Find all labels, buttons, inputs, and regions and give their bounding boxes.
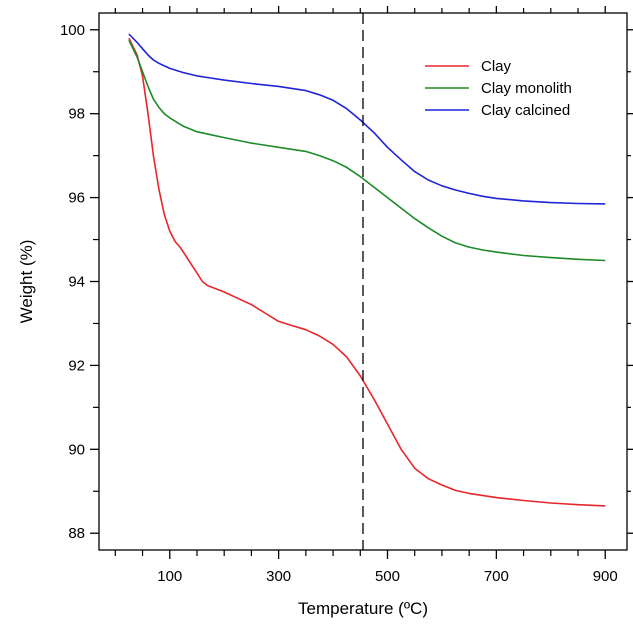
y-tick-label: 96	[68, 190, 85, 207]
series-line-1	[128, 37, 606, 507]
legend-label: Clay calcined	[481, 102, 570, 119]
x-axis-label: Temperature (ºC)	[298, 599, 428, 618]
y-axis-label: Weight (%)	[17, 240, 36, 324]
y-tick-label: 92	[68, 357, 85, 374]
y-tick-label: 98	[68, 106, 85, 123]
y-tick-label: 100	[60, 22, 85, 39]
y-tick-label: 88	[68, 525, 85, 542]
x-tick-label: 300	[266, 568, 291, 585]
x-tick-label: 100	[157, 568, 182, 585]
series-layer	[128, 33, 606, 507]
y-tick-label: 90	[68, 441, 85, 458]
series-line-2	[128, 39, 606, 262]
ticks-layer: 100 300 500 700 900 88 90 92 94 96 98 100	[60, 6, 633, 585]
legend: Clay Clay monolith Clay calcined	[425, 58, 572, 119]
legend-label: Clay	[481, 58, 512, 75]
x-tick-label: 500	[375, 568, 400, 585]
series-line-3	[128, 33, 606, 205]
x-tick-label: 700	[484, 568, 509, 585]
x-tick-label: 900	[593, 568, 618, 585]
legend-label: Clay monolith	[481, 80, 572, 97]
y-tick-label: 94	[68, 274, 85, 291]
